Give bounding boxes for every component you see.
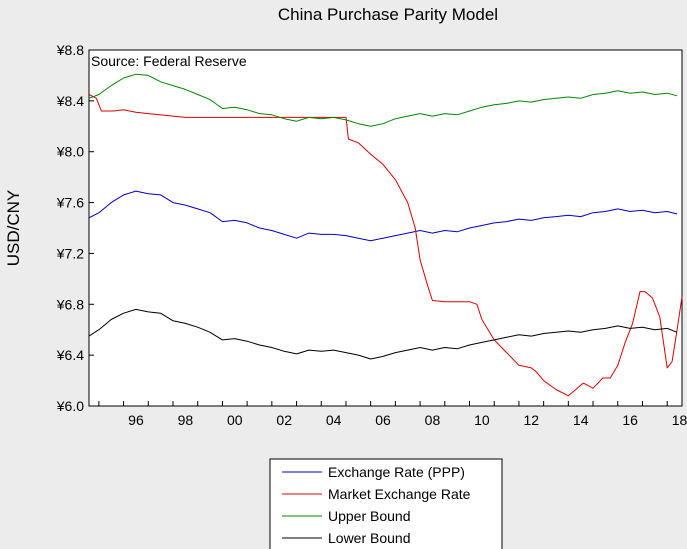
series-line-exchange-rate-ppp [88, 190, 678, 242]
y-axis-label: USD/CNY [4, 190, 23, 267]
x-tick-label: 04 [326, 412, 342, 428]
y-tick-label: ¥6.0 [56, 398, 84, 414]
x-tick-label: 00 [227, 412, 243, 428]
y-tick-label: ¥8.0 [56, 144, 84, 160]
chart-title: China Purchase Parity Model [278, 5, 498, 24]
legend-box [269, 458, 503, 549]
y-axis-ticks: ¥6.0 ¥6.4 ¥6.8 ¥7.2 ¥7.6 ¥8.0 ¥8.4 ¥8.8 [56, 42, 94, 414]
legend-label-lower-bound: Lower Bound [328, 530, 411, 546]
series-line-market-exchange-rate [88, 94, 683, 397]
y-tick-label: ¥8.4 [56, 93, 84, 109]
x-tick-label: 12 [523, 412, 539, 428]
y-tick-label: ¥6.8 [56, 296, 84, 312]
y-tick-label: ¥7.2 [56, 245, 84, 261]
x-tick-label: 96 [128, 412, 144, 428]
legend-label-upper-bound: Upper Bound [328, 508, 411, 524]
x-tick-label: 14 [573, 412, 589, 428]
source-annotation: Source: Federal Reserve [91, 53, 247, 69]
y-tick-label: ¥8.8 [56, 42, 84, 58]
legend-label-exchange-rate-ppp: Exchange Rate (PPP) [328, 464, 465, 480]
x-tick-label: 10 [474, 412, 490, 428]
x-tick-label: 02 [276, 412, 292, 428]
legend: Exchange Rate (PPP) Market Exchange Rate U… [269, 458, 503, 549]
series-lines [88, 73, 683, 397]
series-line-upper-bound [88, 73, 678, 127]
y-tick-label: ¥7.6 [56, 195, 84, 211]
x-tick-label: 98 [178, 412, 194, 428]
x-tick-label: 06 [375, 412, 391, 428]
x-tick-label: 08 [425, 412, 441, 428]
x-tick-label: 16 [622, 412, 638, 428]
x-tick-label: 18 [672, 412, 687, 428]
plot-area [88, 49, 683, 407]
x-axis-ticks: 96 98 00 02 04 06 08 10 12 14 16 18 [98, 401, 687, 428]
legend-label-market-exchange-rate: Market Exchange Rate [328, 486, 471, 502]
y-tick-label: ¥6.4 [56, 347, 84, 363]
series-line-lower-bound [88, 308, 678, 360]
